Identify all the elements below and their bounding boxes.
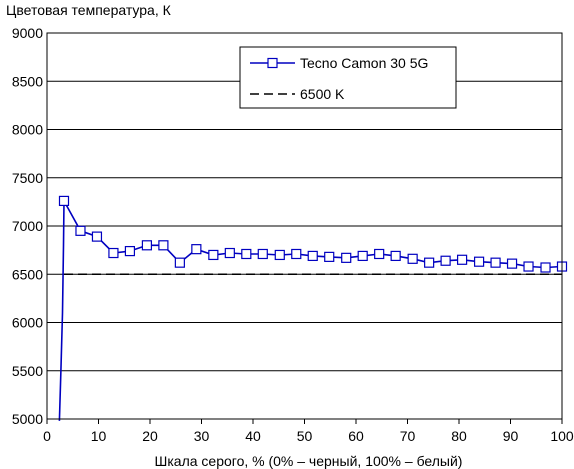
- y-tick-label-7000: 7000: [12, 218, 43, 234]
- x-tick-label-90: 90: [503, 428, 519, 444]
- data-point-12: [257, 248, 268, 260]
- data-point-0: [58, 195, 70, 207]
- series-markers: [58, 195, 568, 273]
- y-tick-label-8500: 8500: [12, 73, 43, 89]
- data-point-21: [407, 253, 418, 264]
- x-tick-label-100: 100: [550, 428, 574, 444]
- data-point-24: [456, 254, 468, 265]
- x-tick-label-60: 60: [348, 428, 364, 444]
- data-point-18: [357, 250, 368, 262]
- legend-label-6500k: 6500 K: [300, 86, 345, 102]
- data-point-13: [274, 249, 285, 261]
- y-tick-label-7500: 7500: [12, 170, 43, 186]
- legend-label-tecno: Tecno Camon 30 5G: [300, 55, 428, 71]
- data-point-27: [506, 258, 518, 269]
- data-point-10: [224, 247, 235, 259]
- data-point-8: [191, 244, 202, 255]
- y-tick-label-5500: 5500: [12, 363, 43, 379]
- data-point-3: [108, 247, 119, 259]
- data-point-25: [473, 256, 485, 267]
- y-tick-label-6000: 6000: [12, 315, 43, 331]
- legend-box: [239, 46, 457, 109]
- legend: Tecno Camon 30 5G 6500 K: [239, 46, 457, 109]
- data-point-7: [174, 257, 185, 268]
- data-point-6: [158, 240, 169, 251]
- data-point-11: [241, 248, 252, 260]
- plot-frame: [46, 32, 563, 420]
- data-point-22: [424, 257, 435, 268]
- x-tick-label-40: 40: [245, 428, 261, 444]
- data-point-2: [91, 231, 103, 242]
- data-point-26: [490, 257, 501, 268]
- data-point-17: [341, 252, 352, 263]
- x-tick-label-50: 50: [297, 428, 313, 444]
- data-point-29: [540, 262, 551, 273]
- y-tick-label-9000: 9000: [12, 25, 43, 41]
- grid-lines: [47, 80, 562, 372]
- y-tick-label-8000: 8000: [12, 122, 43, 138]
- y-tick-label-6500: 6500: [12, 266, 43, 282]
- y-tick-label-5000: 5000: [12, 411, 43, 427]
- series-path-tecno: [58, 197, 563, 421]
- x-tick-label-20: 20: [142, 428, 158, 444]
- chart-title: Цветовая температура, К: [6, 2, 172, 18]
- x-tick-label-30: 30: [194, 428, 210, 444]
- x-tick-label-0: 0: [43, 428, 51, 444]
- data-point-20: [390, 250, 401, 262]
- data-point-5: [141, 240, 153, 251]
- data-point-4: [124, 245, 136, 257]
- data-point-19: [374, 248, 385, 260]
- data-point-16: [324, 251, 335, 262]
- x-tick-label-70: 70: [400, 428, 416, 444]
- x-tick-label-10: 10: [91, 428, 107, 444]
- y-tick-labels: 5000 5500 6000 6500 7000 7500 8000 8500 9000: [12, 25, 43, 427]
- series-line: [58, 197, 563, 421]
- data-point-14: [291, 248, 302, 260]
- x-tick-label-80: 80: [451, 428, 467, 444]
- x-tick-marks: [46, 419, 563, 424]
- data-point-15: [307, 250, 318, 262]
- data-point-28: [523, 261, 534, 272]
- data-point-23: [440, 255, 451, 266]
- x-tick-labels: 0 10 20 30 40 50 60 70 80 90 100: [43, 428, 574, 444]
- legend-marker-tecno: [267, 57, 278, 69]
- data-point-9: [208, 249, 219, 261]
- data-point-1: [75, 225, 86, 236]
- x-axis-label: Шкала серого, % (0% – черный, 100% – бел…: [155, 453, 463, 469]
